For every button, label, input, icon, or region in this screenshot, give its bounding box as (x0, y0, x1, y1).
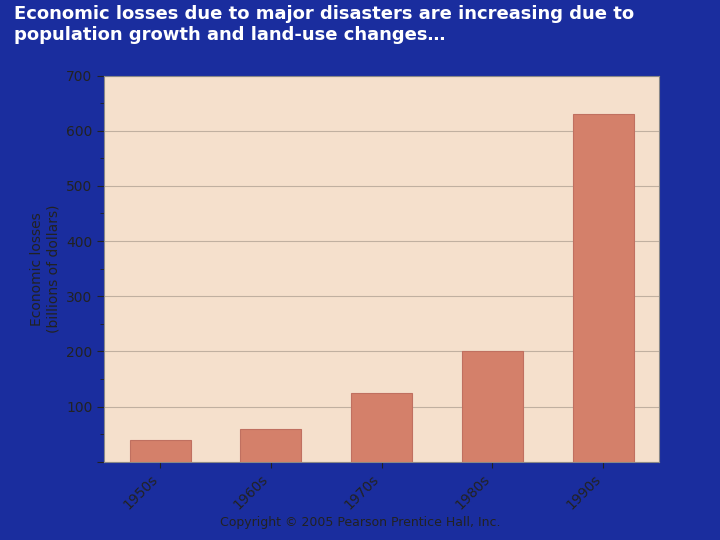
Bar (351, 393, 412, 462)
Bar (240, 429, 301, 462)
Text: Copyright © 2005 Pearson Prentice Hall, Inc.: Copyright © 2005 Pearson Prentice Hall, … (220, 516, 500, 529)
Text: Economic losses due to major disasters are increasing due to
population growth a: Economic losses due to major disasters a… (14, 5, 634, 44)
Y-axis label: Economic losses
(billions of dollars): Economic losses (billions of dollars) (30, 205, 60, 333)
Bar (572, 114, 634, 462)
Bar (462, 352, 523, 462)
Bar (130, 440, 191, 462)
